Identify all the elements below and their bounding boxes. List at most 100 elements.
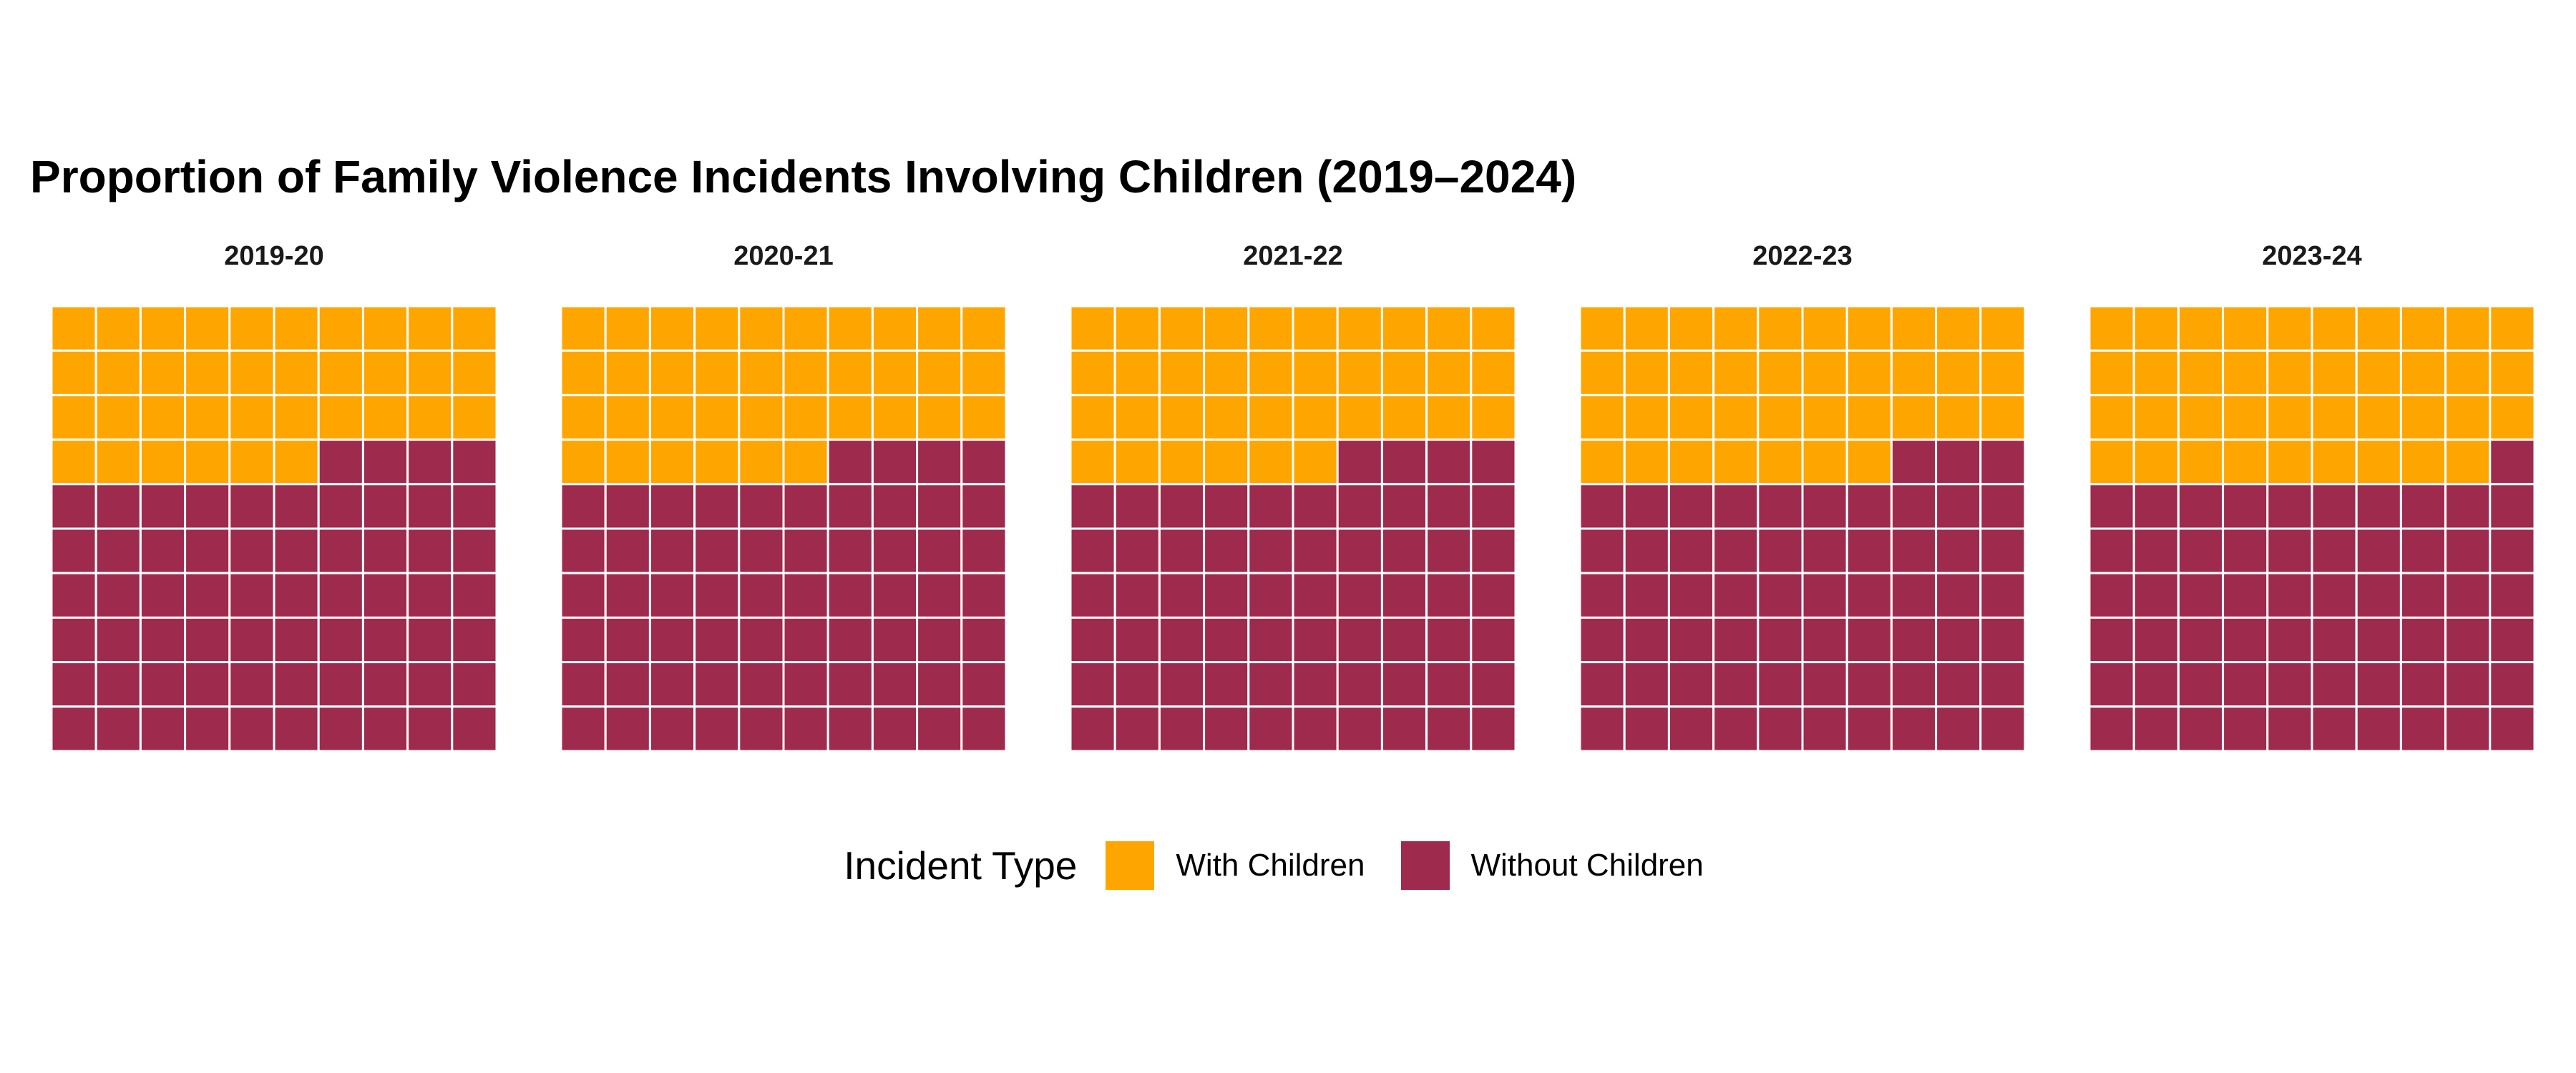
- waffle-cell-without-children: [50, 705, 97, 753]
- waffle-cell-without-children: [2132, 616, 2180, 664]
- waffle-cell-with-children: [1069, 305, 1116, 352]
- waffle-cell-with-children: [1890, 349, 1938, 396]
- waffle-cell-with-children: [273, 305, 320, 352]
- waffle-cell-without-children: [1203, 616, 1250, 664]
- waffle-cell-with-children: [139, 438, 187, 486]
- waffle-cell-without-children: [648, 483, 696, 530]
- waffle-cell-with-children: [960, 393, 1008, 441]
- waffle-cell-with-children: [2177, 349, 2225, 396]
- waffle-cell-without-children: [693, 527, 741, 574]
- waffle-cell-without-children: [139, 527, 187, 574]
- waffle-cell-without-children: [826, 527, 874, 574]
- waffle-cell-without-children: [1712, 483, 1760, 530]
- waffle-panel-2022-23: 2022-23: [1579, 241, 2026, 753]
- waffle-cell-with-children: [1158, 349, 1206, 396]
- waffle-cell-without-children: [273, 616, 320, 664]
- legend-item-without-children: Without Children: [1400, 841, 1704, 890]
- waffle-cell-without-children: [1069, 527, 1116, 574]
- waffle-cell-without-children: [2222, 616, 2269, 664]
- waffle-cell-without-children: [738, 705, 785, 753]
- waffle-cell-with-children: [50, 393, 97, 441]
- waffle-cell-without-children: [1579, 572, 1626, 619]
- waffle-cell-with-children: [916, 305, 963, 352]
- waffle-cell-without-children: [317, 661, 364, 708]
- waffle-cell-without-children: [1336, 527, 1383, 574]
- waffle-cell-without-children: [1935, 705, 1982, 753]
- waffle-cell-without-children: [1890, 572, 1938, 619]
- waffle-cell-without-children: [228, 572, 275, 619]
- waffle-cell-without-children: [1845, 483, 1893, 530]
- waffle-cell-without-children: [184, 572, 231, 619]
- waffle-cell-without-children: [960, 616, 1008, 664]
- waffle-cell-without-children: [1247, 705, 1294, 753]
- waffle-cell-without-children: [273, 572, 320, 619]
- waffle-cell-without-children: [50, 661, 97, 708]
- waffle-cell-without-children: [1292, 483, 1339, 530]
- waffle-cell-without-children: [1113, 527, 1161, 574]
- waffle-cell-without-children: [2088, 705, 2135, 753]
- waffle-cell-with-children: [1801, 438, 1848, 486]
- waffle-cell-without-children: [1292, 616, 1339, 664]
- waffle-cell-without-children: [1935, 616, 1982, 664]
- waffle-cell-without-children: [2177, 527, 2225, 574]
- waffle-cell-without-children: [228, 616, 275, 664]
- waffle-cell-with-children: [184, 305, 231, 352]
- waffle-cell-without-children: [1292, 572, 1339, 619]
- waffle-cell-without-children: [560, 527, 607, 574]
- waffle-cell-with-children: [1380, 393, 1428, 441]
- waffle-cell-with-children: [1292, 305, 1339, 352]
- waffle-cell-without-children: [2132, 527, 2180, 574]
- waffle-cell-with-children: [1579, 393, 1626, 441]
- waffle-cell-without-children: [1712, 527, 1760, 574]
- waffle-cell-without-children: [361, 483, 409, 530]
- waffle-cell-with-children: [1801, 393, 1848, 441]
- waffle-cell-with-children: [1113, 349, 1161, 396]
- waffle-cell-without-children: [139, 616, 187, 664]
- waffle-cell-without-children: [1801, 527, 1848, 574]
- waffle-cell-without-children: [50, 572, 97, 619]
- waffle-cell-with-children: [782, 393, 829, 441]
- waffle-cell-without-children: [94, 616, 142, 664]
- waffle-cell-without-children: [1203, 661, 1250, 708]
- waffle-cell-with-children: [1425, 393, 1473, 441]
- waffle-cell-without-children: [451, 438, 498, 486]
- legend-swatch-without-children: [1400, 841, 1450, 890]
- waffle-cell-without-children: [361, 438, 409, 486]
- waffle-cell-without-children: [1979, 438, 2026, 486]
- waffle-cell-with-children: [2222, 349, 2269, 396]
- waffle-cell-with-children: [1979, 305, 2026, 352]
- waffle-cell-with-children: [1380, 349, 1428, 396]
- waffle-cell-without-children: [693, 705, 741, 753]
- waffle-cell-without-children: [1845, 616, 1893, 664]
- waffle-cell-without-children: [648, 705, 696, 753]
- waffle-cell-without-children: [648, 661, 696, 708]
- waffle-cell-without-children: [693, 616, 741, 664]
- waffle-cell-without-children: [1247, 616, 1294, 664]
- waffle-cell-with-children: [738, 438, 785, 486]
- waffle-cell-without-children: [1380, 438, 1428, 486]
- waffle-cell-without-children: [451, 483, 498, 530]
- panel-label-2022-23: 2022-23: [1752, 241, 1852, 271]
- waffle-cell-with-children: [738, 349, 785, 396]
- waffle-cell-without-children: [1203, 572, 1250, 619]
- waffle-cell-without-children: [1623, 616, 1670, 664]
- waffle-cell-without-children: [916, 527, 963, 574]
- waffle-cell-without-children: [1069, 616, 1116, 664]
- waffle-cell-with-children: [1979, 393, 2026, 441]
- waffle-cell-with-children: [184, 438, 231, 486]
- waffle-cell-with-children: [871, 393, 919, 441]
- waffle-cell-with-children: [1470, 349, 1517, 396]
- waffle-cell-without-children: [451, 705, 498, 753]
- waffle-cell-without-children: [1845, 661, 1893, 708]
- waffle-cell-without-children: [960, 572, 1008, 619]
- waffle-cell-without-children: [451, 527, 498, 574]
- waffle-cell-with-children: [2222, 438, 2269, 486]
- waffle-cell-without-children: [317, 616, 364, 664]
- waffle-panel-2019-20: 2019-20: [50, 241, 498, 753]
- waffle-cell-without-children: [1425, 527, 1473, 574]
- waffle-cell-without-children: [1890, 483, 1938, 530]
- waffle-cell-without-children: [1292, 661, 1339, 708]
- waffle-cell-without-children: [604, 705, 651, 753]
- waffle-cell-without-children: [960, 438, 1008, 486]
- waffle-cell-with-children: [139, 305, 187, 352]
